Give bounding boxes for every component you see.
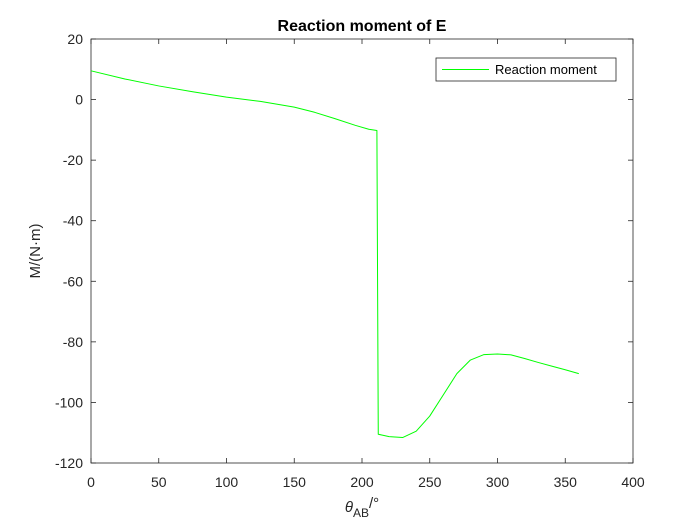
series-group xyxy=(90,70,579,439)
x-tick-label: 0 xyxy=(87,474,95,490)
legend: Reaction moment xyxy=(435,57,617,82)
y-tick-label: -80 xyxy=(63,334,83,350)
legend-box xyxy=(435,57,617,82)
y-tick-label: -40 xyxy=(63,213,83,229)
x-axis-ticks: 0 50 100 150 200 250 300 350 400 xyxy=(87,39,645,490)
x-tick-label: 200 xyxy=(350,474,374,490)
y-tick-label: -20 xyxy=(63,152,83,168)
x-tick-label: 400 xyxy=(621,474,645,490)
x-tick-label: 300 xyxy=(486,474,510,490)
y-axis-label: M/(N·m) xyxy=(27,224,44,279)
x-tick-label: 150 xyxy=(283,474,307,490)
plot-frame xyxy=(90,38,634,464)
y-tick-label: 20 xyxy=(67,31,83,47)
y-tick-label: 0 xyxy=(75,92,83,108)
x-axis-label-prefix: θ xyxy=(345,499,353,516)
legend-entry-reaction-moment: Reaction moment xyxy=(495,62,597,77)
x-axis-label: θAB/° xyxy=(345,495,379,520)
x-tick-label: 50 xyxy=(151,474,167,490)
x-tick-label: 250 xyxy=(418,474,442,490)
x-tick-label: 100 xyxy=(215,474,239,490)
chart-title: Reaction moment of E xyxy=(278,18,447,35)
y-tick-label: -100 xyxy=(55,394,83,410)
plot-area xyxy=(90,38,634,464)
x-axis-label-suffix: /° xyxy=(369,495,379,512)
series-line-reaction-moment xyxy=(90,70,579,439)
y-tick-label: -120 xyxy=(55,455,83,471)
y-tick-label: -60 xyxy=(63,273,83,289)
y-axis-ticks: -120 -100 -80 -60 -40 -20 0 20 xyxy=(55,31,633,471)
x-tick-label: 350 xyxy=(554,474,578,490)
x-axis-label-subscript: AB xyxy=(353,506,369,520)
